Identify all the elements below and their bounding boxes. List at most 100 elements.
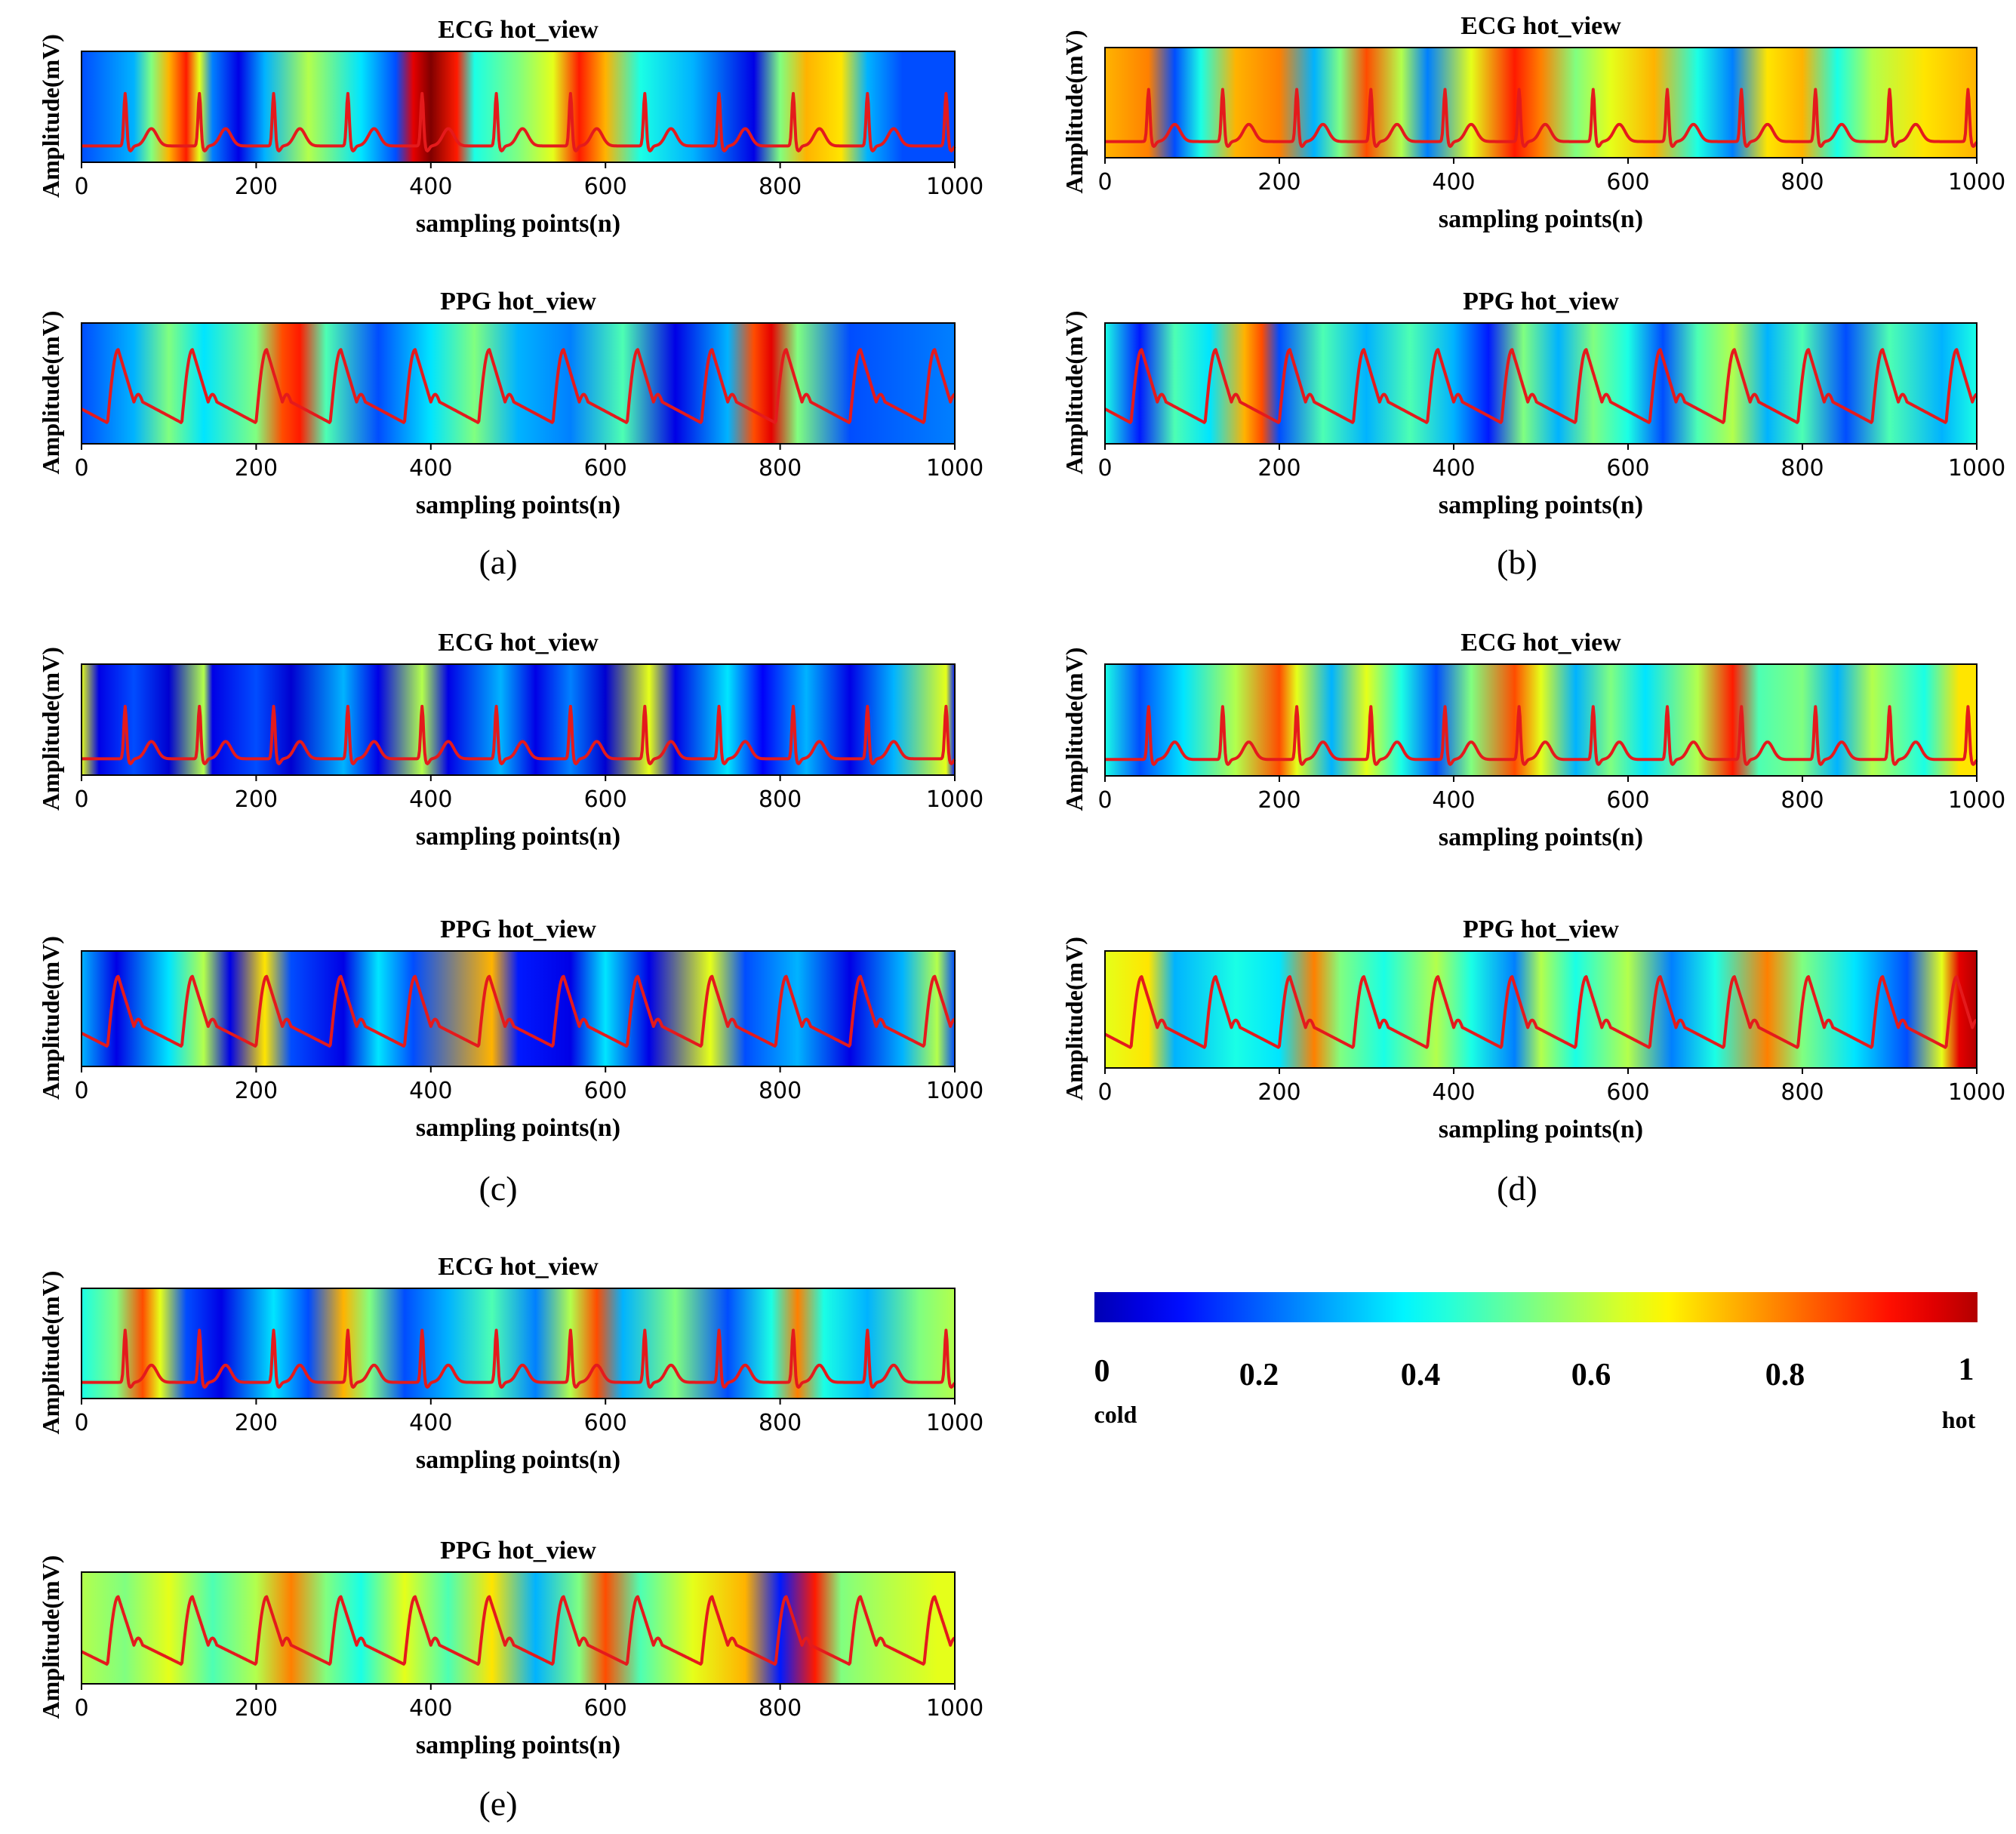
ecg-waveform-line (1104, 705, 1978, 766)
heatmap-band (82, 951, 955, 1066)
x-tick-label: 200 (235, 174, 278, 200)
chart-title: ECG hot_view (438, 629, 599, 657)
x-tick-label: 400 (1432, 787, 1475, 814)
x-tick-label: 600 (1606, 169, 1649, 195)
chart-6: 0 200 400 600 800 1000 PPG hot_view sampling po… (37, 915, 983, 1142)
panel-label-a: (a) (479, 543, 517, 581)
y-axis-label: Amplitude(mV) (1060, 30, 1088, 194)
x-tick-label: 800 (759, 786, 802, 813)
x-axis-label: sampling points(n) (416, 1731, 620, 1759)
x-axis-label: sampling points(n) (416, 823, 620, 851)
y-axis-label: Amplitude(mV) (37, 1556, 64, 1719)
x-tick-label: 400 (409, 1078, 452, 1104)
x-tick-label: 1000 (926, 455, 983, 482)
x-tick-label: 1000 (926, 1078, 983, 1104)
x-tick-label: 600 (584, 174, 627, 200)
x-tick-label: 1000 (926, 786, 983, 813)
plot-frame (81, 663, 956, 776)
heatmap-band (82, 323, 955, 444)
x-tick-label: 1000 (1948, 169, 2005, 195)
x-tick-label: 400 (409, 786, 452, 813)
y-axis-label: Amplitude(mV) (37, 311, 64, 475)
ecg-waveform-line (81, 704, 956, 765)
chart-9: 0 200 400 600 800 1000 ECG hot_view sampling po… (37, 1253, 983, 1474)
x-axis-label: sampling points(n) (416, 491, 620, 519)
colorbar-tick-2: 0.4 (1401, 1358, 1441, 1392)
x-tick-label: 0 (74, 1695, 88, 1722)
x-tick-label: 1000 (1948, 787, 2005, 814)
chart-title: PPG hot_view (440, 1537, 596, 1565)
y-axis-label: Amplitude(mV) (37, 647, 64, 811)
panel-label-c: (c) (479, 1169, 517, 1208)
x-tick-label: 200 (1257, 455, 1300, 482)
x-tick-label: 800 (759, 1410, 802, 1436)
ppg-waveform-line (1104, 975, 1978, 1049)
x-tick-label: 400 (409, 1695, 452, 1722)
chart-5: 0 200 400 600 800 1000 ECG hot_view sampling po… (37, 629, 983, 851)
x-tick-label: 400 (1432, 1079, 1475, 1106)
x-tick-label: 1000 (926, 174, 983, 200)
colorbar-hot-label: hot (1942, 1406, 1976, 1433)
x-axis-label: sampling points(n) (416, 1114, 620, 1142)
x-tick-label: 600 (1606, 787, 1649, 814)
x-tick-label: 0 (74, 786, 88, 813)
x-tick-label: 200 (235, 786, 278, 813)
x-tick-label: 800 (1781, 455, 1824, 482)
chart-title: ECG hot_view (438, 1253, 599, 1281)
x-tick-label: 0 (1097, 169, 1112, 195)
x-tick-label: 800 (1781, 1079, 1824, 1106)
ppg-waveform-line (81, 1595, 956, 1666)
x-tick-label: 1000 (1948, 1079, 2005, 1106)
y-axis-label: Amplitude(mV) (37, 936, 64, 1100)
x-tick-label: 600 (584, 1078, 627, 1104)
chart-title: PPG hot_view (1463, 288, 1619, 315)
chart-2: 0 200 400 600 800 1000 PPG hot_view sampling po… (37, 288, 983, 519)
panel-label-d: (d) (1497, 1169, 1537, 1208)
heatmap-band (1105, 951, 1977, 1068)
panel-label-b: (b) (1497, 543, 1537, 581)
y-axis-label: Amplitude(mV) (1060, 937, 1088, 1100)
chart-title: ECG hot_view (1460, 629, 1621, 657)
plot-frame (1104, 663, 1978, 777)
x-tick-label: 400 (1432, 169, 1475, 195)
x-tick-label: 200 (235, 1078, 278, 1104)
x-tick-label: 600 (584, 1410, 627, 1436)
colorbar-tick-0: 0 (1094, 1354, 1110, 1389)
ppg-waveform-line (1104, 348, 1978, 424)
chart-title: ECG hot_view (1460, 12, 1621, 40)
colorbar-tick-4: 0.8 (1765, 1358, 1805, 1392)
x-tick-label: 600 (584, 1695, 627, 1722)
x-tick-label: 800 (759, 174, 802, 200)
chart-3: 0 200 400 600 800 1000 ECG hot_view sampling po… (1060, 12, 2005, 233)
x-tick-label: 600 (1606, 455, 1649, 482)
plot-frame (81, 322, 956, 445)
plot-frame (1104, 47, 1978, 158)
x-tick-label: 800 (759, 1078, 802, 1104)
y-axis-label: Amplitude(mV) (37, 1271, 64, 1435)
x-tick-label: 800 (759, 1695, 802, 1722)
ppg-waveform-line (81, 348, 956, 424)
colorbar-tick-1: 0.2 (1239, 1358, 1279, 1392)
x-tick-label: 200 (235, 1410, 278, 1436)
plot-frame (81, 1288, 956, 1399)
x-tick-label: 200 (1257, 169, 1300, 195)
x-axis-label: sampling points(n) (1439, 1115, 1643, 1143)
colorbar-gradient (1094, 1292, 1978, 1322)
x-tick-label: 400 (409, 174, 452, 200)
chart-7: 0 200 400 600 800 1000 ECG hot_view sampling po… (1060, 629, 2005, 851)
chart-title: ECG hot_view (438, 16, 599, 44)
chart-title: PPG hot_view (1463, 915, 1619, 943)
x-tick-label: 1000 (1948, 455, 2005, 482)
plot-frame (81, 51, 956, 163)
x-tick-label: 0 (1097, 1079, 1112, 1106)
ecg-waveform-line (81, 1328, 956, 1389)
colorbar-tick-3: 0.6 (1571, 1358, 1611, 1392)
colorbar-tick-5: 1 (1959, 1352, 1974, 1387)
y-axis-label: Amplitude(mV) (1060, 648, 1088, 811)
x-tick-label: 800 (1781, 169, 1824, 195)
chart-title: PPG hot_view (440, 915, 596, 943)
x-tick-label: 1000 (926, 1410, 983, 1436)
x-tick-label: 0 (74, 455, 88, 482)
x-tick-label: 200 (235, 455, 278, 482)
x-tick-label: 0 (1097, 455, 1112, 482)
